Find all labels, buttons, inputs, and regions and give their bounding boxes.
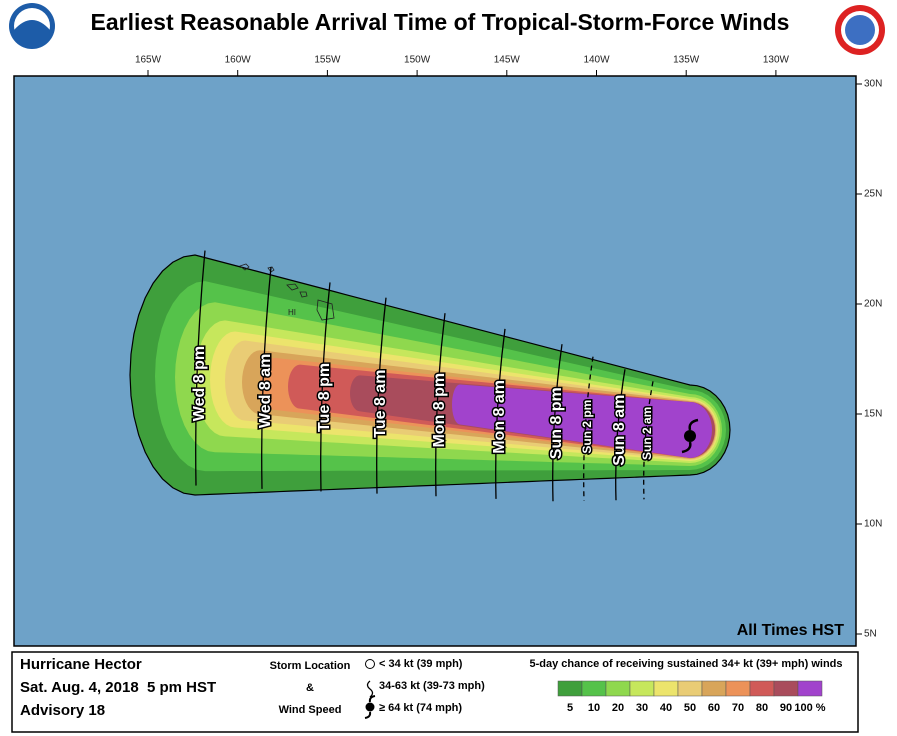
key-title: & — [306, 682, 314, 694]
time-line — [643, 381, 654, 500]
time-line — [376, 297, 387, 494]
key-item: < 34 kt (39 mph) — [379, 658, 463, 670]
scale-swatch — [677, 680, 703, 697]
title: Earliest Reasonable Arrival Time of Trop… — [91, 9, 790, 35]
lon-label: 155W — [314, 55, 341, 66]
lon-label: 140W — [583, 55, 610, 66]
time-line — [195, 250, 206, 486]
lat-label: 15N — [864, 409, 882, 420]
time-label: Tue 8 am — [372, 370, 389, 438]
lat-label: 25N — [864, 189, 882, 200]
scale-label: 80 — [756, 702, 768, 714]
scale-label: 20 — [612, 702, 624, 714]
islands — [239, 263, 335, 321]
scale-label: 70 — [732, 702, 744, 714]
advisory: Advisory 18 — [20, 702, 105, 719]
lon-label: 130W — [763, 55, 790, 66]
lat-label: 20N — [864, 299, 882, 310]
time-lines — [195, 250, 654, 502]
time-line — [615, 369, 626, 501]
nws-logo — [835, 5, 885, 55]
scale-label: 40 — [660, 702, 672, 714]
time-label: Sun 8 pm — [548, 387, 565, 459]
time-line — [435, 313, 446, 497]
time-line — [320, 282, 331, 492]
time-label: Mon 8 pm — [431, 373, 448, 448]
scale-swatch — [605, 680, 631, 697]
key-item: 34-63 kt (39-73 mph) — [379, 680, 485, 692]
time-label: Sun 2 am — [640, 407, 654, 460]
time-line — [261, 266, 272, 489]
time-label: Wed 8 pm — [191, 346, 208, 421]
scale-swatch — [581, 680, 607, 697]
time-label: Mon 8 am — [491, 380, 508, 454]
key-title: Wind Speed — [279, 704, 342, 716]
probability-band — [452, 384, 712, 458]
lon-label: 150W — [404, 55, 431, 66]
scale-swatch — [557, 680, 583, 697]
scale-swatch — [725, 680, 751, 697]
key-item: ≥ 64 kt (74 mph) — [379, 702, 462, 714]
time-line — [495, 328, 506, 499]
scale-title: 5-day chance of receiving sustained 34+ … — [530, 658, 843, 670]
scale-swatch — [629, 680, 655, 697]
storm-date: Sat. Aug. 4, 2018 5 pm HST — [20, 679, 216, 696]
scale-label: 90 — [780, 702, 792, 714]
scale-swatch — [701, 680, 727, 697]
lon-label: 135W — [673, 55, 700, 66]
scale-label: 30 — [636, 702, 648, 714]
scale-label: 10 — [588, 702, 600, 714]
scale-swatch — [797, 680, 823, 697]
scale-label: 100 % — [794, 702, 825, 714]
time-label: Wed 8 am — [257, 354, 274, 428]
time-label: Sun 2 pm — [580, 400, 594, 454]
scale-swatch — [749, 680, 775, 697]
time-label: Tue 8 pm — [316, 363, 333, 432]
time-line — [552, 344, 563, 502]
lat-label: 10N — [864, 519, 882, 530]
scale-swatch — [773, 680, 799, 697]
hurricane-symbol — [681, 418, 699, 454]
time-label: Sun 8 am — [611, 395, 628, 466]
scale-label: 60 — [708, 702, 720, 714]
lat-label: 30N — [864, 79, 882, 90]
probability-swath — [129, 254, 731, 496]
key-title: Storm Location — [270, 660, 351, 672]
key-symbols — [364, 659, 376, 719]
scale-label: 50 — [684, 702, 696, 714]
time-line — [583, 356, 594, 501]
island-label: HI — [288, 308, 296, 317]
scale-label: 5 — [567, 702, 573, 714]
scale-swatch — [653, 680, 679, 697]
lat-label: 5N — [864, 629, 877, 640]
lon-label: 165W — [135, 55, 162, 66]
storm-name: Hurricane Hector — [20, 656, 142, 673]
lon-label: 145W — [494, 55, 521, 66]
color-scale: 5 10 20 30 40 50 60 70 80 90 100 % — [557, 680, 826, 714]
times-note: All Times HST — [737, 622, 845, 639]
lon-label: 160W — [225, 55, 252, 66]
noaa-logo — [9, 3, 55, 49]
